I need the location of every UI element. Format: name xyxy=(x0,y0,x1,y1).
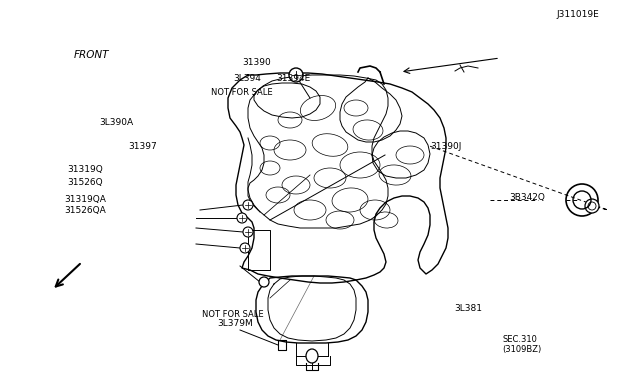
Text: 31319Q: 31319Q xyxy=(67,165,103,174)
Text: 3L390A: 3L390A xyxy=(99,118,133,127)
Text: 31526Q: 31526Q xyxy=(67,178,103,187)
Text: NOT FOR SALE: NOT FOR SALE xyxy=(211,88,273,97)
Text: J311019E: J311019E xyxy=(557,10,600,19)
Text: NOT FOR SALE: NOT FOR SALE xyxy=(202,310,263,319)
Text: SEC.310
(3109BZ): SEC.310 (3109BZ) xyxy=(502,335,541,354)
Text: FRONT: FRONT xyxy=(74,50,109,60)
Ellipse shape xyxy=(306,349,318,363)
Text: 31394E: 31394E xyxy=(276,74,311,83)
Circle shape xyxy=(240,243,250,253)
Text: 3L394: 3L394 xyxy=(234,74,262,83)
Circle shape xyxy=(289,68,303,82)
Circle shape xyxy=(566,184,598,216)
Text: 31397: 31397 xyxy=(128,142,157,151)
Text: 3L381: 3L381 xyxy=(454,304,483,313)
Circle shape xyxy=(259,277,269,287)
Text: 3B342Q: 3B342Q xyxy=(509,193,545,202)
Text: 3L379M: 3L379M xyxy=(218,319,253,328)
Circle shape xyxy=(243,227,253,237)
Text: 31319QA: 31319QA xyxy=(64,195,106,203)
Circle shape xyxy=(585,199,599,213)
Circle shape xyxy=(243,200,253,210)
Text: 31390: 31390 xyxy=(242,58,271,67)
Text: 31526QA: 31526QA xyxy=(64,206,106,215)
Text: 31390J: 31390J xyxy=(430,142,461,151)
Circle shape xyxy=(237,213,247,223)
